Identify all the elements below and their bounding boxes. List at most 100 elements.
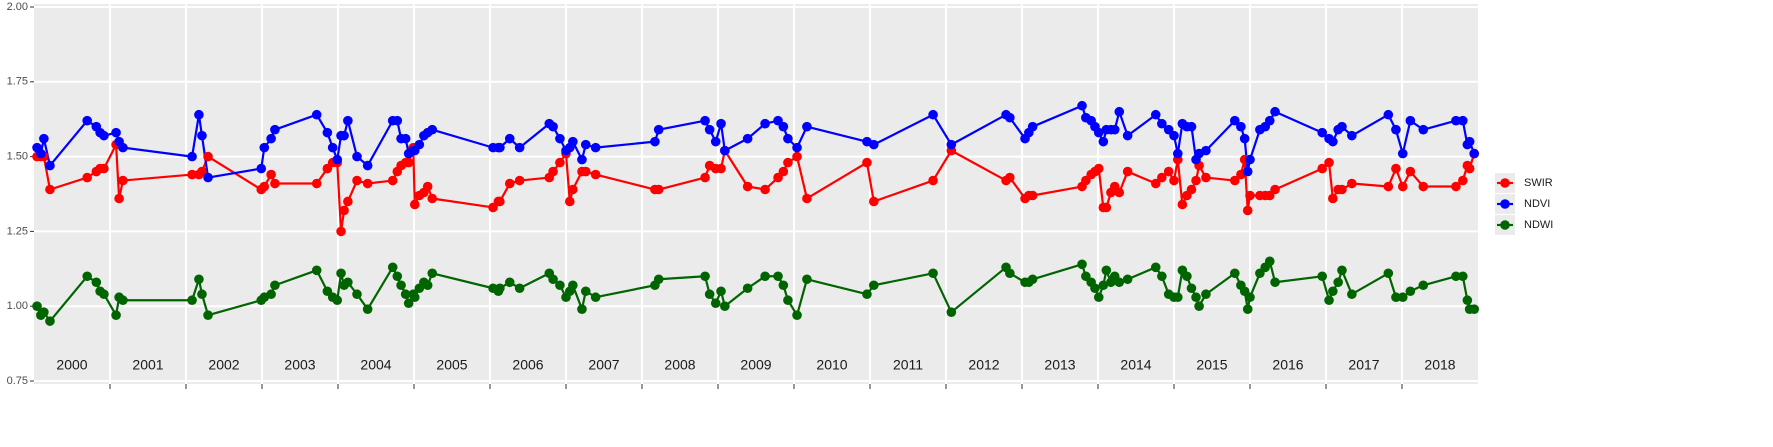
data-point xyxy=(1324,295,1334,306)
data-point xyxy=(704,124,715,135)
data-point xyxy=(568,184,578,195)
data-point xyxy=(1264,115,1275,126)
data-point xyxy=(1317,271,1327,282)
data-point xyxy=(700,172,710,183)
data-point xyxy=(362,178,373,189)
data-point xyxy=(862,157,872,168)
data-point xyxy=(504,133,515,144)
year-label: 2011 xyxy=(893,357,923,373)
data-point xyxy=(1090,283,1100,294)
data-point xyxy=(1186,184,1197,195)
data-point xyxy=(1391,163,1401,174)
data-point xyxy=(590,142,601,153)
data-point xyxy=(946,139,957,150)
data-point xyxy=(1462,295,1473,306)
year-label: 2010 xyxy=(816,357,847,373)
data-point xyxy=(568,136,578,147)
data-point xyxy=(802,193,812,204)
data-point xyxy=(259,181,270,192)
year-label: 2005 xyxy=(436,357,467,373)
year-label: 2008 xyxy=(664,357,695,373)
data-point xyxy=(111,310,121,320)
data-point xyxy=(742,283,753,294)
data-point xyxy=(1150,109,1161,120)
y-tick-label: 1.50 xyxy=(7,151,28,163)
data-point xyxy=(118,175,128,186)
data-point xyxy=(653,124,664,135)
data-point xyxy=(548,121,558,132)
data-point xyxy=(710,298,721,309)
data-point xyxy=(427,193,438,204)
data-point xyxy=(1230,268,1240,279)
data-point xyxy=(1245,292,1255,303)
data-point xyxy=(403,298,414,309)
data-point xyxy=(1451,181,1461,192)
data-point xyxy=(270,124,280,135)
data-point xyxy=(259,142,270,153)
data-point xyxy=(327,142,338,153)
data-point xyxy=(387,262,398,273)
data-point xyxy=(504,277,515,288)
data-point xyxy=(1077,100,1087,111)
year-label: 2016 xyxy=(1272,357,1303,373)
data-point xyxy=(700,271,710,282)
data-point xyxy=(392,115,403,126)
data-point xyxy=(1337,265,1347,276)
data-point xyxy=(343,277,353,288)
data-point xyxy=(1391,124,1401,135)
data-point xyxy=(650,136,660,147)
data-point xyxy=(1458,115,1468,126)
data-point xyxy=(1270,184,1280,195)
data-point xyxy=(590,169,601,180)
data-point xyxy=(187,151,197,162)
data-point xyxy=(197,130,207,141)
year-label: 2012 xyxy=(968,357,999,373)
data-point xyxy=(1150,178,1161,189)
data-point xyxy=(256,163,267,174)
year-label: 2007 xyxy=(588,357,619,373)
y-tick-label: 2.00 xyxy=(7,1,28,13)
data-point xyxy=(203,310,213,320)
data-point xyxy=(1109,124,1120,135)
data-point xyxy=(1169,175,1179,186)
data-point xyxy=(742,181,753,192)
data-point xyxy=(36,148,46,159)
data-point xyxy=(1114,106,1125,117)
data-point xyxy=(1469,148,1479,159)
data-point xyxy=(565,196,575,207)
data-point xyxy=(720,145,730,156)
data-point xyxy=(332,154,343,165)
data-point xyxy=(311,265,322,276)
year-label: 2015 xyxy=(1196,357,1227,373)
data-point xyxy=(1239,133,1250,144)
data-point xyxy=(1337,121,1347,132)
y-tick-label: 1.25 xyxy=(7,225,28,237)
data-point xyxy=(802,274,812,285)
data-point xyxy=(504,178,515,189)
data-point xyxy=(580,139,591,150)
data-point xyxy=(495,283,505,294)
data-point xyxy=(1347,130,1357,141)
panel-background xyxy=(34,4,1478,384)
data-point xyxy=(704,289,715,300)
data-point xyxy=(1101,265,1112,276)
data-point xyxy=(1270,106,1280,117)
data-point xyxy=(869,139,879,150)
data-point xyxy=(1230,115,1240,126)
data-point xyxy=(336,268,346,279)
data-point xyxy=(1005,172,1015,183)
data-point xyxy=(778,121,789,132)
year-label: 2009 xyxy=(740,357,771,373)
data-point xyxy=(1122,166,1133,177)
data-point xyxy=(1347,178,1357,189)
data-point xyxy=(1236,121,1246,132)
data-point xyxy=(45,160,55,171)
data-point xyxy=(270,178,280,189)
data-point xyxy=(653,184,664,195)
data-point xyxy=(555,280,565,291)
data-point xyxy=(792,142,802,153)
data-point xyxy=(1157,118,1167,129)
data-point xyxy=(1451,271,1461,282)
data-point xyxy=(422,181,433,192)
